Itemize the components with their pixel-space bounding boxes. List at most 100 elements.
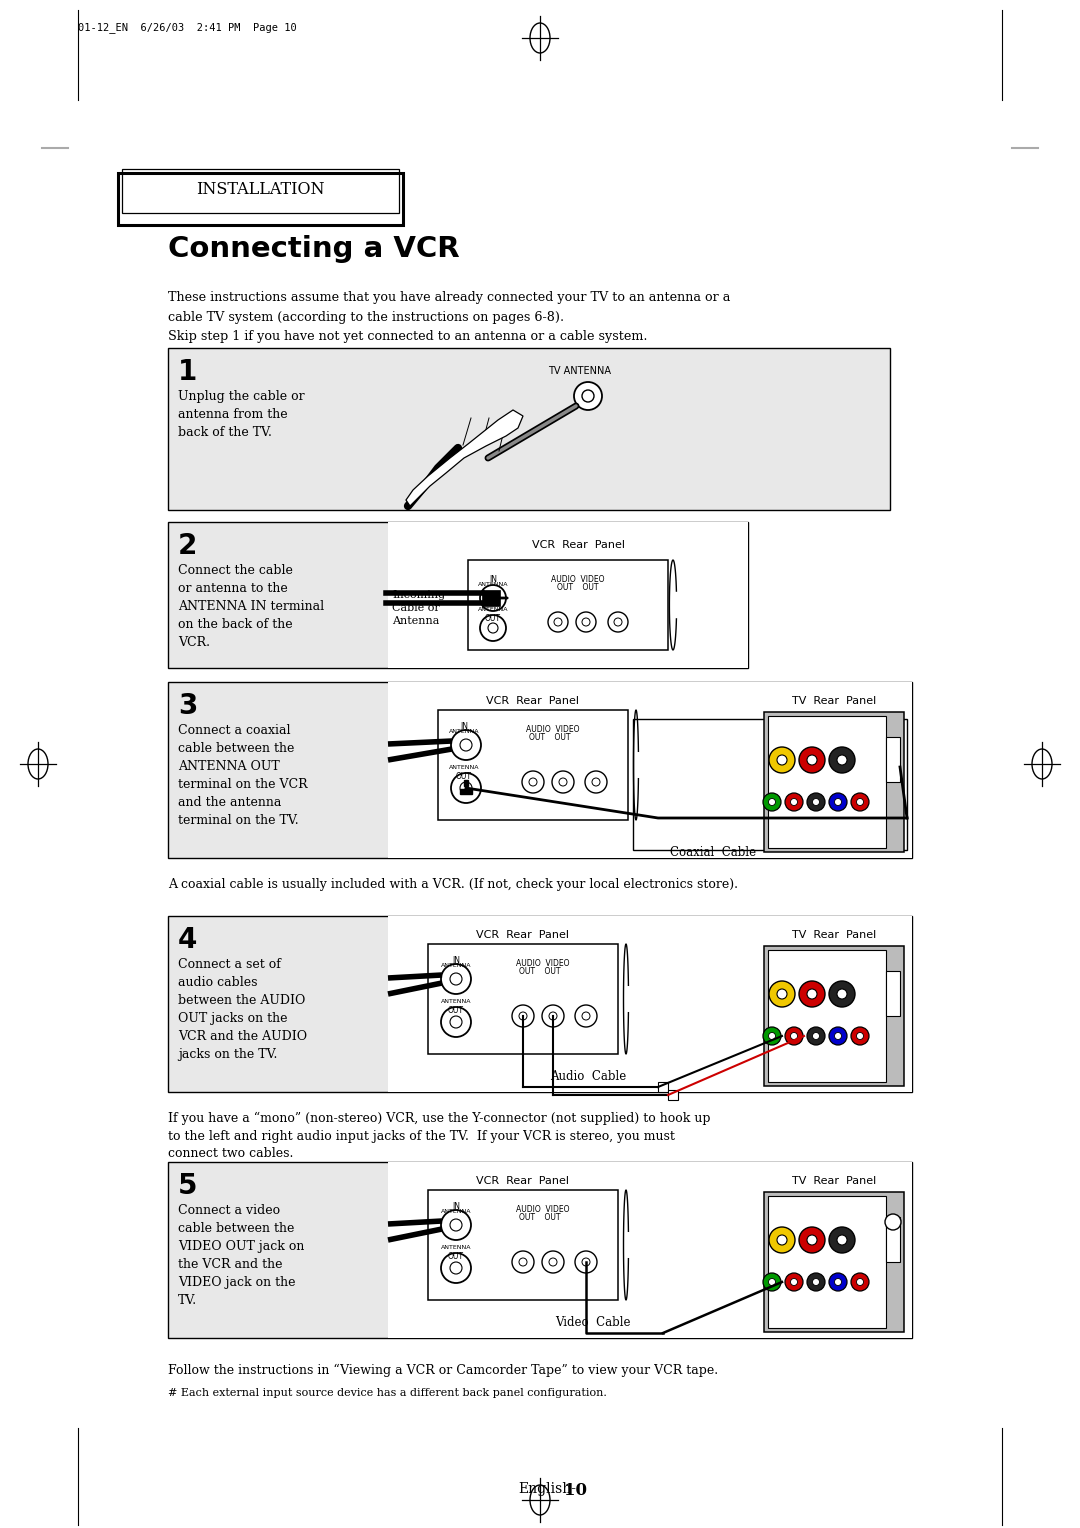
- Circle shape: [615, 617, 622, 626]
- Text: 5: 5: [178, 1172, 198, 1199]
- Circle shape: [582, 390, 594, 402]
- Text: AUDIO  VIDEO: AUDIO VIDEO: [516, 960, 570, 969]
- Circle shape: [542, 1251, 564, 1273]
- Text: IN: IN: [489, 575, 497, 584]
- Circle shape: [785, 793, 804, 811]
- Circle shape: [441, 964, 471, 995]
- Circle shape: [480, 585, 507, 611]
- Text: Video  Cable: Video Cable: [555, 1316, 631, 1329]
- Circle shape: [769, 799, 775, 805]
- Bar: [886, 1216, 900, 1262]
- Circle shape: [519, 1012, 527, 1021]
- Bar: [468, 559, 669, 649]
- Circle shape: [837, 755, 847, 766]
- Circle shape: [488, 623, 498, 633]
- Text: OUT: OUT: [448, 1005, 464, 1015]
- Circle shape: [799, 1227, 825, 1253]
- Bar: [168, 681, 912, 859]
- Circle shape: [441, 1007, 471, 1038]
- Text: IN: IN: [453, 957, 460, 966]
- Circle shape: [582, 1258, 590, 1267]
- Circle shape: [585, 772, 607, 793]
- Bar: [633, 720, 907, 850]
- Circle shape: [837, 1235, 847, 1245]
- Circle shape: [762, 1027, 781, 1045]
- Text: INSTALLATION: INSTALLATION: [195, 182, 324, 199]
- Bar: [168, 1161, 912, 1339]
- Text: cable TV system (according to the instructions on pages 6-8).: cable TV system (according to the instru…: [168, 312, 564, 324]
- Circle shape: [791, 799, 797, 805]
- Circle shape: [799, 981, 825, 1007]
- Text: 3: 3: [178, 692, 198, 720]
- Text: TV  Rear  Panel: TV Rear Panel: [792, 1177, 876, 1186]
- Text: OUT    OUT: OUT OUT: [529, 733, 570, 743]
- Circle shape: [460, 740, 472, 750]
- Text: A coaxial cable is usually included with a VCR. (If not, check your local electr: A coaxial cable is usually included with…: [168, 879, 738, 891]
- Bar: [428, 944, 618, 1054]
- Circle shape: [812, 799, 820, 805]
- Circle shape: [573, 382, 602, 410]
- Bar: [764, 946, 904, 1086]
- Circle shape: [769, 747, 795, 773]
- Circle shape: [837, 989, 847, 999]
- Text: OUT: OUT: [456, 772, 472, 781]
- Circle shape: [512, 1251, 534, 1273]
- Text: ANTENNA: ANTENNA: [477, 607, 509, 613]
- Bar: [168, 348, 890, 510]
- Circle shape: [608, 613, 627, 633]
- Circle shape: [791, 1033, 797, 1039]
- Circle shape: [522, 772, 544, 793]
- Circle shape: [441, 1210, 471, 1241]
- Text: TV  Rear  Panel: TV Rear Panel: [792, 931, 876, 940]
- Text: ANTENNA: ANTENNA: [477, 582, 509, 587]
- Bar: [886, 970, 900, 1016]
- Circle shape: [807, 755, 816, 766]
- Text: ANTENNA: ANTENNA: [449, 766, 480, 770]
- Circle shape: [835, 1033, 841, 1039]
- Text: AUDIO  VIDEO: AUDIO VIDEO: [516, 1206, 570, 1215]
- Bar: [768, 1196, 886, 1328]
- Circle shape: [829, 747, 855, 773]
- Circle shape: [488, 593, 498, 604]
- Circle shape: [450, 973, 462, 986]
- Circle shape: [812, 1279, 820, 1285]
- Text: Coaxial  Cable: Coaxial Cable: [670, 847, 756, 859]
- Text: VCR  Rear  Panel: VCR Rear Panel: [531, 539, 624, 550]
- Bar: [764, 712, 904, 853]
- Text: ANTENNA: ANTENNA: [441, 963, 471, 969]
- Circle shape: [807, 989, 816, 999]
- Circle shape: [460, 782, 472, 795]
- Bar: [768, 950, 886, 1082]
- Circle shape: [582, 1012, 590, 1021]
- Circle shape: [807, 1235, 816, 1245]
- Text: English-: English-: [518, 1482, 576, 1496]
- Text: 10: 10: [564, 1482, 588, 1499]
- Bar: [764, 1192, 904, 1332]
- Circle shape: [791, 1279, 797, 1285]
- Text: Audio  Cable: Audio Cable: [550, 1070, 626, 1083]
- Circle shape: [856, 1279, 864, 1285]
- Text: VCR  Rear  Panel: VCR Rear Panel: [486, 695, 580, 706]
- Bar: [388, 681, 912, 859]
- Text: VCR  Rear  Panel: VCR Rear Panel: [476, 931, 569, 940]
- Circle shape: [542, 1005, 564, 1027]
- Text: 1: 1: [178, 358, 198, 387]
- Circle shape: [829, 793, 847, 811]
- Bar: [669, 1089, 678, 1100]
- Text: OUT: OUT: [485, 614, 501, 623]
- Polygon shape: [406, 410, 523, 506]
- Text: These instructions assume that you have already connected your TV to an antenna : These instructions assume that you have …: [168, 290, 730, 304]
- Circle shape: [769, 1033, 775, 1039]
- Text: Connect a set of
audio cables
between the AUDIO
OUT jacks on the
VCR and the AUD: Connect a set of audio cables between th…: [178, 958, 307, 1060]
- Circle shape: [450, 1219, 462, 1232]
- Circle shape: [851, 1273, 869, 1291]
- Circle shape: [552, 772, 573, 793]
- Circle shape: [549, 1258, 557, 1267]
- Bar: [438, 711, 627, 821]
- Text: ANTENNA: ANTENNA: [449, 729, 480, 733]
- Text: 2: 2: [178, 532, 198, 559]
- Text: If you have a “mono” (non-stereo) VCR, use the Y-connector (not supplied) to hoo: If you have a “mono” (non-stereo) VCR, u…: [168, 1112, 711, 1160]
- Circle shape: [785, 1273, 804, 1291]
- Bar: [388, 1161, 912, 1339]
- Circle shape: [812, 1033, 820, 1039]
